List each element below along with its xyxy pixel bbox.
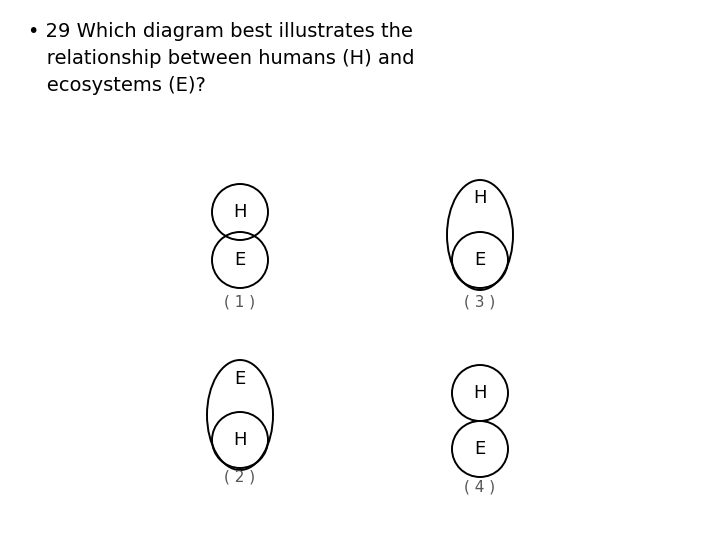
Text: • 29 Which diagram best illustrates the
   relationship between humans (H) and
 : • 29 Which diagram best illustrates the … (28, 22, 415, 96)
Text: H: H (233, 431, 247, 449)
Text: E: E (235, 370, 246, 388)
Text: H: H (473, 384, 487, 402)
Text: H: H (233, 203, 247, 221)
Text: E: E (474, 251, 485, 269)
Text: ( 4 ): ( 4 ) (464, 480, 495, 495)
Text: E: E (474, 440, 485, 458)
Text: E: E (235, 251, 246, 269)
Text: ( 2 ): ( 2 ) (225, 469, 256, 484)
Text: H: H (473, 189, 487, 207)
Text: ( 1 ): ( 1 ) (225, 294, 256, 309)
Text: ( 3 ): ( 3 ) (464, 294, 495, 309)
